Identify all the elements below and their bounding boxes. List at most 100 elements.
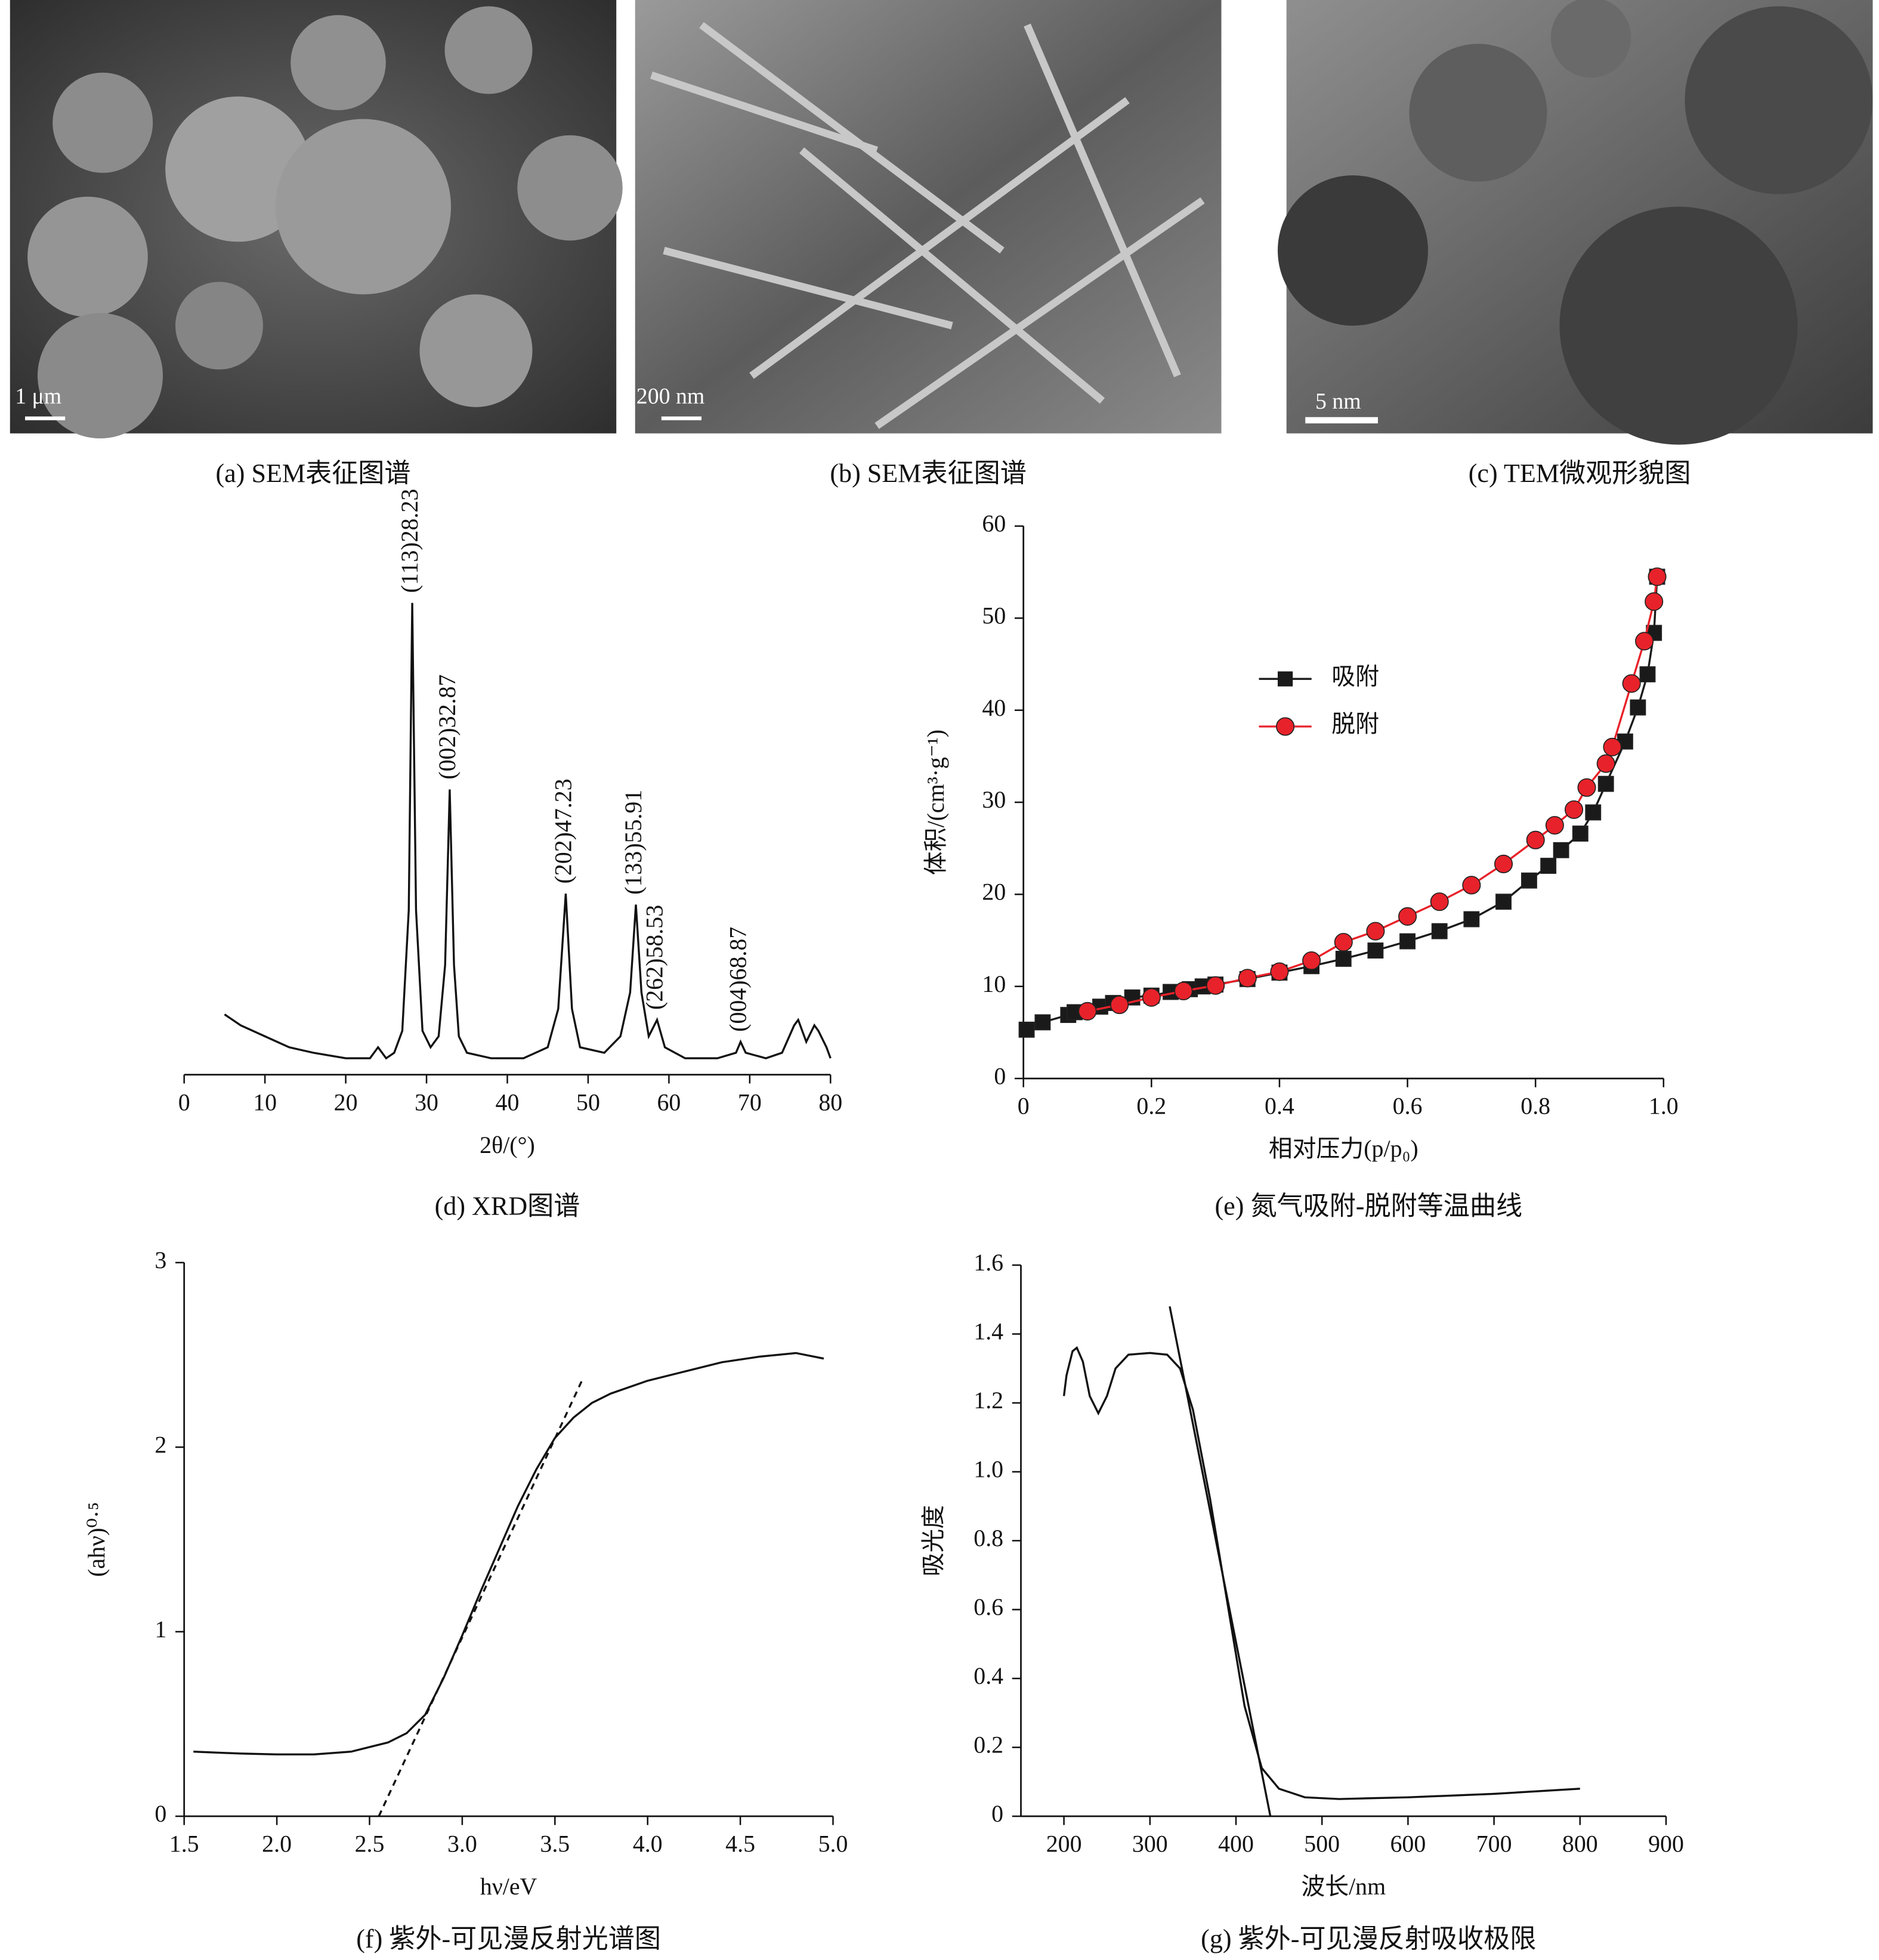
x-tick-label: 50 <box>576 1089 600 1115</box>
x-tick-label: 3.5 <box>540 1831 570 1857</box>
x-tick-label: 500 <box>1304 1831 1340 1857</box>
data-point <box>1430 892 1449 911</box>
data-point <box>1270 962 1289 981</box>
data-point <box>1398 907 1417 926</box>
image-panel-b: 200 nm <box>635 0 1222 434</box>
x-tick-label: 40 <box>496 1089 520 1115</box>
x-tick-label: 0 <box>178 1089 190 1115</box>
data-point <box>1018 1021 1035 1038</box>
y-axis-label: 吸光度 <box>920 1505 947 1576</box>
peak-annotation: (262)58.53 <box>641 905 668 1010</box>
peak-annotation: (004)68.87 <box>725 927 752 1032</box>
image-panel-a: 1 μm <box>10 0 623 439</box>
data-point <box>1521 872 1537 889</box>
caption: (f) 紫外-可见漫反射光谱图 <box>356 1924 661 1953</box>
legend-label: 脱附 <box>1331 710 1379 737</box>
x-tick-label: 70 <box>738 1089 762 1115</box>
x-axis-label: 相对压力(p/p₀) <box>1269 1135 1418 1162</box>
y-tick-label: 0.6 <box>974 1594 1003 1621</box>
y-tick-label: 0 <box>991 1800 1003 1827</box>
legend-label: 吸附 <box>1331 663 1379 690</box>
data-point <box>1494 854 1513 874</box>
image-panel-c: 5 nm <box>1278 0 1873 445</box>
y-tick-label: 2 <box>154 1431 166 1458</box>
x-tick-label: 400 <box>1218 1831 1254 1857</box>
caption: (g) 紫外-可见漫反射吸收极限 <box>1201 1924 1536 1953</box>
data-point <box>1335 951 1352 967</box>
data-line <box>224 602 832 1060</box>
x-tick-label: 600 <box>1390 1831 1426 1857</box>
x-tick-label: 2.0 <box>262 1831 292 1857</box>
x-tick-label: 5.0 <box>818 1831 848 1857</box>
data-point <box>1603 737 1622 756</box>
caption: (d) XRD图谱 <box>435 1192 580 1221</box>
peak-annotation: (133)55.91 <box>620 790 647 895</box>
x-axis-label: hν/eV <box>480 1873 537 1900</box>
x-tick-label: 300 <box>1132 1831 1168 1857</box>
x-tick-label: 0.6 <box>1393 1093 1423 1120</box>
x-tick-label: 4.0 <box>633 1831 663 1857</box>
x-tick-label: 800 <box>1562 1831 1598 1857</box>
data-point <box>1526 830 1545 849</box>
x-tick-label: 4.5 <box>725 1831 755 1857</box>
data-point <box>1431 923 1448 939</box>
x-tick-label: 3.0 <box>447 1831 477 1857</box>
y-tick-label: 60 <box>982 510 1006 537</box>
data-point <box>1553 842 1569 858</box>
data-point <box>1110 996 1129 1015</box>
data-point <box>1585 804 1602 821</box>
x-tick-label: 1.0 <box>1649 1093 1679 1120</box>
data-point <box>1577 778 1596 797</box>
y-tick-label: 1.4 <box>974 1318 1003 1345</box>
caption: (c) TEM微观形貌图 <box>1469 459 1691 488</box>
caption: (e) 氮气吸附-脱附等温曲线 <box>1214 1192 1522 1221</box>
y-tick-label: 50 <box>982 602 1006 629</box>
data-point <box>1399 933 1416 950</box>
data-point <box>1622 674 1641 693</box>
y-tick-label: 10 <box>982 970 1006 997</box>
peak-annotation: (202)47.23 <box>550 778 577 883</box>
data-line <box>1062 1346 1580 1800</box>
x-tick-label: 900 <box>1648 1831 1684 1857</box>
data-point <box>1540 858 1557 874</box>
x-tick-label: 80 <box>818 1089 842 1115</box>
data-point <box>1635 632 1654 651</box>
data-point <box>1648 567 1667 586</box>
y-tick-label: 1.0 <box>974 1456 1003 1483</box>
data-point <box>1463 911 1480 928</box>
data-line <box>378 1378 584 1817</box>
x-tick-label: 0.8 <box>1520 1093 1550 1120</box>
data-point <box>1462 876 1481 895</box>
y-tick-label: 0 <box>154 1800 166 1827</box>
data-point <box>1596 754 1615 773</box>
data-point <box>1366 922 1385 941</box>
x-tick-label: 2.5 <box>355 1831 385 1857</box>
data-point <box>1545 816 1564 835</box>
y-tick-label: 1 <box>154 1616 166 1643</box>
x-tick-label: 0.4 <box>1265 1093 1294 1120</box>
data-point <box>1367 942 1384 959</box>
scale-bar-label: 1 μm <box>15 384 61 409</box>
y-tick-label: 40 <box>982 694 1006 721</box>
x-tick-label: 0 <box>1018 1093 1030 1120</box>
data-point <box>1639 666 1656 682</box>
data-point <box>1630 699 1646 716</box>
legend-marker <box>1278 671 1293 687</box>
x-axis-label: 2θ/(°) <box>480 1132 535 1158</box>
data-point <box>1302 951 1321 970</box>
y-tick-label: 3 <box>154 1247 166 1273</box>
data-point <box>1034 1014 1051 1031</box>
data-point <box>1565 800 1584 819</box>
data-point <box>1334 933 1353 952</box>
x-tick-label: 1.5 <box>169 1831 199 1857</box>
peak-annotation: (002)32.87 <box>434 675 461 780</box>
data-point <box>1645 592 1664 611</box>
y-tick-label: 30 <box>982 786 1006 813</box>
data-point <box>1597 775 1614 792</box>
caption: (a) SEM表征图谱 <box>215 459 410 488</box>
data-line <box>1169 1306 1272 1817</box>
caption: (b) SEM表征图谱 <box>830 459 1026 488</box>
data-point <box>1238 969 1257 988</box>
y-tick-label: 1.2 <box>974 1387 1003 1414</box>
data-point <box>1174 981 1193 1001</box>
